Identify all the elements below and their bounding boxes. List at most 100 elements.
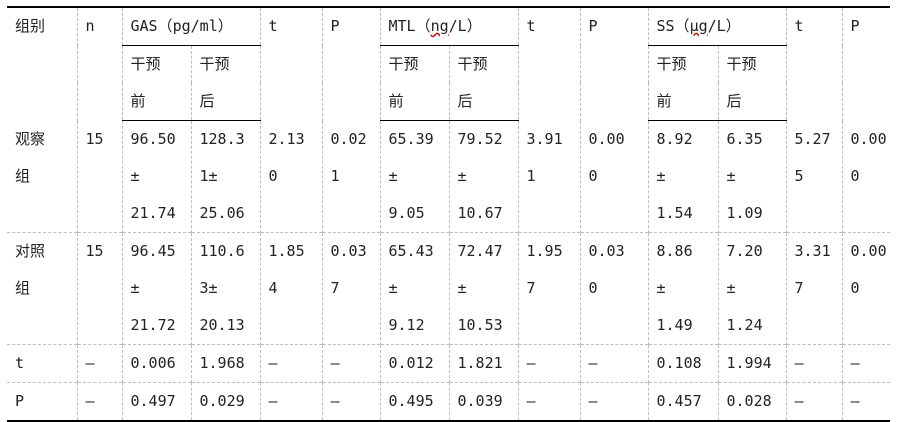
- value-line: ±: [656, 167, 666, 185]
- stat-gas-after: 1.968: [190, 344, 260, 383]
- gas-p-cell: 0.03 7: [321, 232, 380, 345]
- value-line: 96.50: [130, 130, 176, 148]
- mtl-p-cell: 0.00 0: [579, 120, 648, 233]
- value-line: 65.43: [388, 242, 434, 260]
- value-line: 21.74: [130, 204, 176, 222]
- value-line: 65.39: [388, 130, 434, 148]
- ss-before-cell: 8.92 ±1.54: [647, 120, 718, 233]
- gas-t-cell: 2.13 0: [259, 120, 322, 233]
- value-line: 10.53: [457, 316, 503, 334]
- header-gas-before-2: 前: [121, 83, 191, 121]
- header-ss-t: t: [785, 6, 842, 121]
- gas-after-cell: 128.3 1± 25.06: [190, 120, 260, 233]
- group-line-2: 组: [15, 279, 31, 297]
- value-line: 4: [268, 279, 278, 297]
- table-row-p: P – 0.497 0.029 – – 0.495 0.039 – – 0.45…: [7, 382, 890, 422]
- ss-t-cell: 5.27 5: [785, 120, 842, 233]
- mtl-after-cell: 72.47 ±10.53: [448, 232, 518, 345]
- header-mtl-unit: ng: [430, 17, 449, 35]
- value-line: ±: [388, 167, 398, 185]
- gas-before-cell: 96.45 ±21.72: [121, 232, 191, 345]
- gas-t-cell: 1.85 4: [259, 232, 322, 345]
- value-line: 0: [268, 166, 278, 185]
- stat-label: P: [7, 382, 77, 422]
- header-ss-p: P: [841, 6, 890, 121]
- header-row-2: 干预 干预 干预 干预 干预 干预: [7, 45, 890, 83]
- value-line: 0.03: [588, 242, 625, 260]
- gas-after-cell: 110.6 3± 20.13: [190, 232, 260, 345]
- value-line: 0.00: [850, 129, 887, 148]
- value-line: 9.05: [388, 204, 425, 222]
- stat-ss-t: –: [785, 344, 842, 383]
- header-gas-before: 干预: [121, 45, 191, 83]
- stat-mtl-p: –: [579, 382, 648, 422]
- value-line: 7.20: [726, 242, 763, 260]
- header-group: 组别: [7, 6, 77, 121]
- value-line: 0.02: [330, 129, 367, 148]
- value-line: 110.6: [199, 242, 245, 260]
- value-line: 1±: [199, 167, 218, 185]
- ss-p-cell: 0.00 0: [841, 120, 890, 233]
- value-line: 5.27: [794, 129, 831, 148]
- value-line: 9.12: [388, 316, 425, 334]
- value-line: 1: [330, 166, 340, 185]
- stat-ss-before: 0.457: [647, 382, 718, 422]
- stat-mtl-after: 0.039: [448, 382, 518, 422]
- stat-label: t: [7, 344, 77, 383]
- stat-gas-p: –: [321, 344, 380, 383]
- ss-after-cell: 7.20 ±1.24: [717, 232, 786, 345]
- mtl-before-cell: 65.43 ±9.12: [379, 232, 449, 345]
- stat-gas-after: 0.029: [190, 382, 260, 422]
- value-line: 0: [850, 279, 860, 297]
- group-cell: 观察组: [7, 121, 77, 233]
- value-line: ±: [457, 279, 467, 297]
- ss-before-cell: 8.86 ±1.49: [647, 232, 718, 345]
- mtl-t-cell: 3.91 1: [517, 120, 580, 233]
- value-line: 3±: [199, 279, 218, 297]
- header-n: n: [76, 6, 122, 121]
- gas-p-cell: 0.02 1: [321, 120, 380, 233]
- value-line: 0: [588, 279, 598, 297]
- header-ss-before-2: 前: [647, 83, 718, 121]
- value-line: 7: [526, 279, 536, 297]
- header-gas-after-2: 后: [190, 83, 260, 121]
- header-mtl-before-2: 前: [379, 83, 449, 121]
- stat-ss-after: 0.028: [717, 382, 786, 422]
- ss-t-cell: 3.31 7: [785, 232, 842, 345]
- results-table: 组别 n GAS（pg/ml） t P MTL（ng/L） t P SS（μg/…: [7, 6, 890, 422]
- value-line: 96.45: [130, 242, 176, 260]
- header-mtl-after: 干预: [448, 45, 518, 83]
- value-line: 0.00: [850, 242, 887, 260]
- header-mtl-prefix: MTL（: [388, 17, 431, 35]
- header-row-1: 组别 n GAS（pg/ml） t P MTL（ng/L） t P SS（μg/…: [7, 6, 890, 121]
- header-mtl: MTL（ng/L）: [379, 6, 518, 46]
- stat-gas-p: –: [321, 382, 380, 422]
- header-ss-suffix: /L）: [707, 17, 741, 35]
- stat-ss-p: –: [841, 344, 890, 383]
- stat-mtl-t: –: [517, 382, 580, 422]
- header-mtl-before: 干预: [379, 45, 449, 83]
- header-ss: SS（μg/L）: [647, 6, 786, 46]
- value-line: 25.06: [199, 204, 245, 222]
- group-cell: 对照组: [7, 232, 77, 345]
- value-line: 0: [588, 166, 598, 185]
- value-line: 1.85: [268, 242, 305, 260]
- ss-after-cell: 6.35 ±1.09: [717, 120, 786, 233]
- value-line: 1.95: [526, 242, 563, 260]
- table-row-t: t – 0.006 1.968 – – 0.012 1.821 – – 0.10…: [7, 344, 890, 383]
- gas-before-cell: 96.50 ±21.74: [121, 120, 191, 233]
- value-line: 7: [330, 279, 340, 297]
- group-line-2: 组: [15, 166, 31, 185]
- value-line: 0.00: [588, 129, 625, 148]
- header-ss-unit: μg: [689, 17, 708, 35]
- stat-mtl-t: –: [517, 344, 580, 383]
- stat-gas-before: 0.006: [121, 344, 191, 383]
- value-line: ±: [457, 167, 467, 185]
- n-cell: 15: [76, 120, 122, 233]
- header-mtl-p: P: [579, 6, 648, 121]
- value-line: 21.72: [130, 316, 176, 334]
- stat-mtl-after: 1.821: [448, 344, 518, 383]
- value-line: 2.13: [268, 129, 305, 148]
- value-line: 8.92: [656, 130, 693, 148]
- value-line: ±: [388, 279, 398, 297]
